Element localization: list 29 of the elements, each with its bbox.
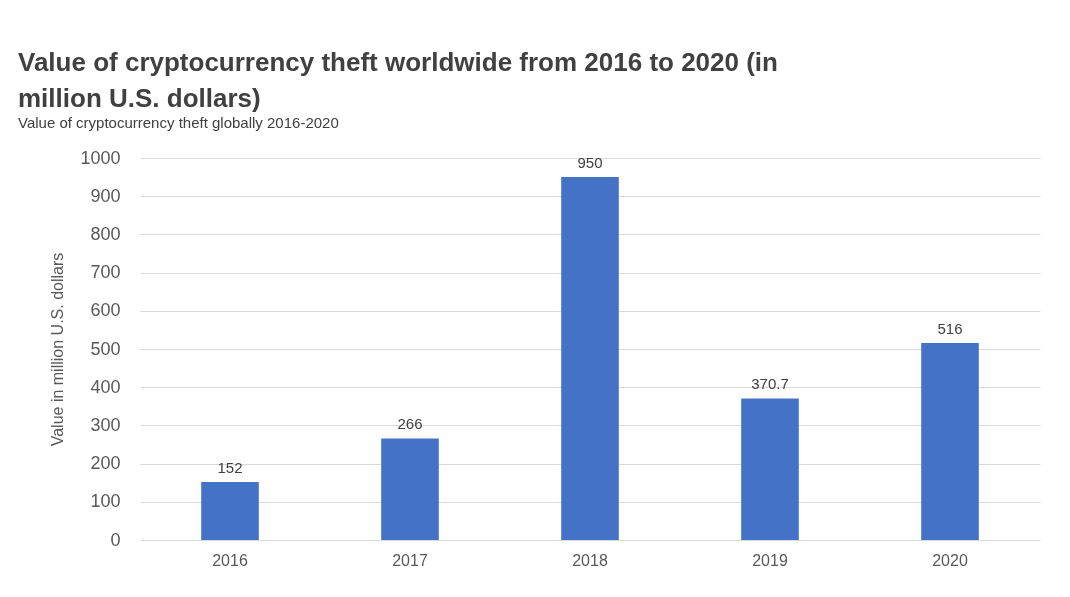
y-tick-label: 800 bbox=[90, 223, 121, 244]
y-tick-label: 600 bbox=[90, 300, 121, 321]
data-label: 516 bbox=[937, 319, 963, 337]
chart-title: Value of cryptocurrency theft worldwide from 2016 to 2020 (in million U.S. dollars) bbox=[18, 47, 778, 113]
bar bbox=[201, 481, 259, 540]
y-tick-label: 500 bbox=[90, 338, 121, 359]
x-tick-label: 2020 bbox=[932, 551, 968, 569]
data-label: 370.7 bbox=[751, 375, 789, 393]
bar bbox=[741, 398, 799, 540]
x-tick-label: 2017 bbox=[392, 551, 428, 569]
data-label: 950 bbox=[577, 154, 603, 172]
x-tick-label: 2019 bbox=[752, 551, 788, 569]
y-axis-title: Value in million U.S. dollars bbox=[49, 252, 67, 447]
y-tick-label: 300 bbox=[90, 414, 121, 435]
y-tick-label: 400 bbox=[90, 376, 121, 397]
bar bbox=[381, 438, 439, 540]
y-tick-label: 1000 bbox=[80, 147, 121, 168]
bar bbox=[561, 177, 619, 540]
y-tick-label: 0 bbox=[110, 529, 121, 550]
x-tick-label: 2016 bbox=[212, 551, 248, 569]
y-tick-label: 100 bbox=[90, 491, 121, 512]
y-tick-label: 900 bbox=[90, 185, 121, 206]
chart-subtitle: Value of cryptocurrency theft globally 2016-2020 bbox=[18, 114, 339, 131]
data-label: 152 bbox=[217, 458, 243, 476]
data-label: 266 bbox=[397, 415, 423, 433]
x-tick-label: 2018 bbox=[572, 551, 608, 569]
y-tick-label: 200 bbox=[90, 453, 121, 474]
bar bbox=[921, 342, 979, 540]
y-tick-label: 700 bbox=[90, 262, 121, 283]
